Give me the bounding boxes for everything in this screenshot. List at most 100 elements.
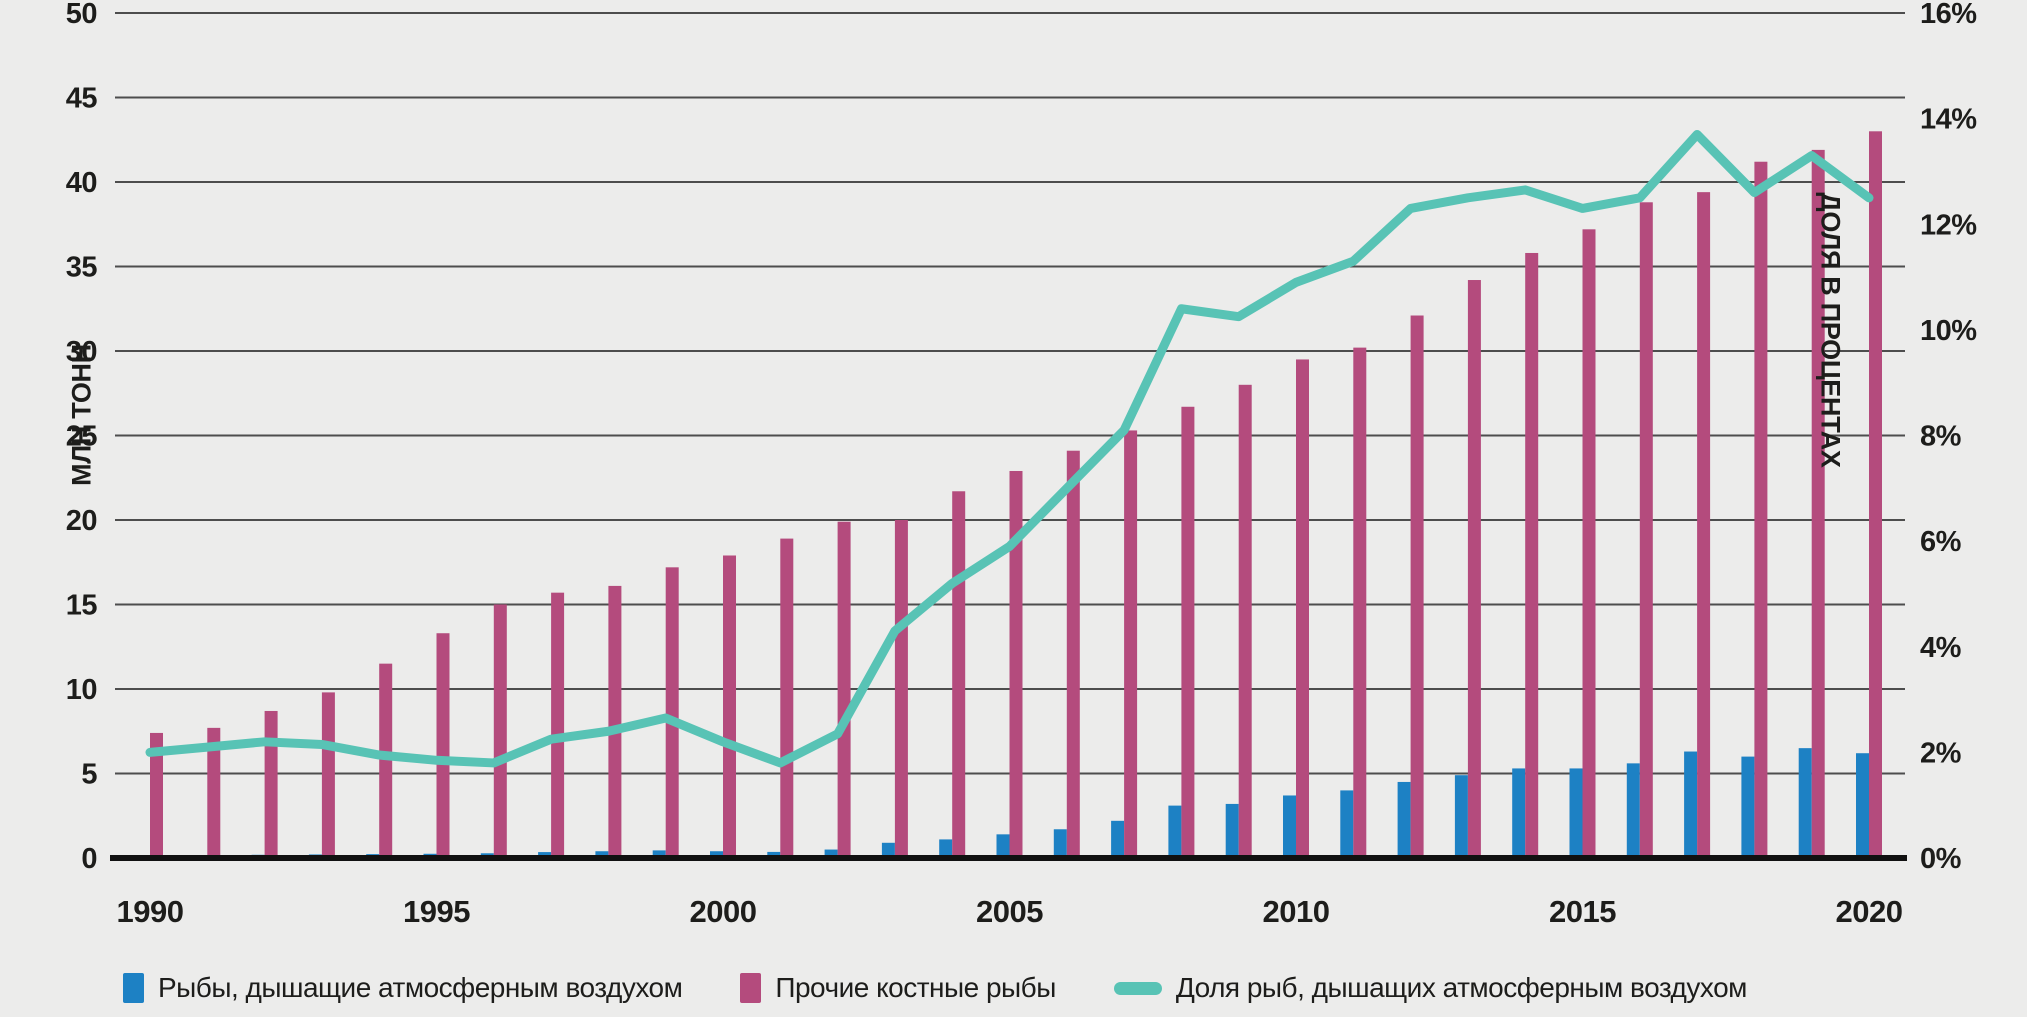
left-tick-label-30: 30 — [66, 336, 97, 368]
bar-other-bony-2018 — [1754, 161, 1768, 859]
right-axis-title: ДОЛЯ В ПРОЦЕНТАХ — [1815, 192, 1846, 468]
bar-other-bony-2008 — [1181, 406, 1195, 858]
bars — [137, 131, 1882, 859]
bar-air-breathing-2018 — [1741, 756, 1755, 858]
bar-air-breathing-2013 — [1454, 775, 1468, 858]
x-axis-baseline — [110, 855, 1907, 861]
bar-air-breathing-2002 — [824, 849, 838, 858]
left-tick-label-35: 35 — [66, 252, 98, 284]
bar-other-bony-2016 — [1639, 202, 1653, 858]
bar-air-breathing-2001 — [767, 851, 781, 858]
bar-other-bony-2012 — [1410, 315, 1424, 858]
bar-air-breathing-2004 — [939, 839, 953, 858]
right-axis-tick-labels: 0% 2% 4% 6% 8% 10% 12% 14% 16% — [1920, 0, 1978, 875]
bar-air-breathing-2009 — [1225, 803, 1239, 858]
bar-other-bony-1995 — [436, 633, 450, 858]
x-axis-year-labels: 1990 1995 2000 2005 2010 2015 2020 — [117, 894, 1903, 929]
bar-air-breathing-2006 — [1053, 829, 1067, 858]
year-label-2010: 2010 — [1263, 894, 1330, 929]
right-tick-label-16pct: 16% — [1920, 0, 1977, 30]
left-tick-label-40: 40 — [66, 167, 97, 199]
legend-item-air-breathing-fish: Рыбы, дышащие атмосферным воздухом — [123, 972, 683, 1004]
right-tick-label-8pct: 8% — [1920, 421, 1962, 453]
left-tick-label-0: 0 — [81, 843, 97, 875]
bar-air-breathing-2005 — [996, 834, 1010, 858]
bar-other-bony-1999 — [665, 567, 679, 858]
bar-other-bony-2004 — [952, 491, 966, 858]
legend-label-air-breathing-fish: Рыбы, дышащие атмосферным воздухом — [158, 972, 683, 1003]
right-tick-label-4pct: 4% — [1920, 632, 1962, 664]
bar-other-bony-2009 — [1238, 384, 1252, 858]
bar-other-bony-1996 — [493, 604, 507, 858]
bar-other-bony-2020 — [1869, 131, 1882, 859]
bar-other-bony-2003 — [894, 520, 908, 858]
bar-air-breathing-2008 — [1168, 805, 1182, 858]
bar-other-bony-1998 — [608, 585, 622, 858]
bar-air-breathing-2015 — [1569, 768, 1583, 858]
year-label-2020: 2020 — [1836, 894, 1903, 929]
share-line — [145, 129, 1874, 768]
bar-air-breathing-2019 — [1798, 748, 1812, 858]
left-axis-title: МЛН ТОНН — [66, 344, 97, 486]
right-tick-label-2pct: 2% — [1920, 737, 1962, 769]
bar-other-bony-2014 — [1525, 252, 1539, 859]
year-label-2015: 2015 — [1549, 894, 1616, 929]
bar-other-bony-1993 — [321, 692, 335, 858]
legend-label-other-bony-fish: Прочие костные рыбы — [775, 972, 1056, 1003]
bar-air-breathing-2012 — [1397, 781, 1411, 858]
right-tick-label-0pct: 0% — [1920, 843, 1962, 875]
bar-air-breathing-1999 — [652, 850, 666, 858]
right-tick-label-14pct: 14% — [1920, 104, 1977, 136]
left-tick-label-10: 10 — [66, 674, 97, 706]
legend: Рыбы, дышащие атмосферным воздухом Прочи… — [123, 972, 1747, 1004]
year-label-2000: 2000 — [690, 894, 757, 929]
bar-other-bony-2010 — [1296, 359, 1309, 858]
bar-other-bony-1990 — [150, 732, 163, 858]
bar-other-bony-2007 — [1124, 430, 1138, 858]
bar-air-breathing-2016 — [1626, 763, 1640, 858]
left-axis-tick-labels: 0 5 10 15 20 25 30 35 40 45 50 — [66, 0, 98, 875]
bar-air-breathing-2010 — [1283, 795, 1296, 858]
bar-air-breathing-2003 — [881, 842, 895, 858]
bar-air-breathing-2000 — [710, 851, 723, 858]
right-tick-label-10pct: 10% — [1920, 315, 1977, 347]
bar-other-bony-2015 — [1582, 229, 1596, 858]
air-breathing-fish-swatch-icon — [123, 973, 144, 1003]
legend-item-share-line: Доля рыб, дышащих атмосферным воздухом — [1113, 972, 1748, 1004]
bar-air-breathing-2014 — [1512, 768, 1526, 858]
bar-air-breathing-2017 — [1684, 751, 1698, 858]
bar-other-bony-1991 — [207, 727, 221, 858]
bar-other-bony-1997 — [551, 592, 565, 858]
year-label-1995: 1995 — [403, 894, 470, 929]
left-tick-label-5: 5 — [81, 759, 97, 791]
bar-air-breathing-2011 — [1340, 790, 1354, 858]
bar-other-bony-2002 — [837, 521, 851, 858]
legend-label-share-line: Доля рыб, дышащих атмосферным воздухом — [1175, 972, 1748, 1003]
year-label-2005: 2005 — [976, 894, 1043, 929]
left-tick-label-25: 25 — [66, 421, 98, 453]
bar-other-bony-1994 — [379, 663, 393, 858]
bar-other-bony-2000 — [723, 555, 736, 858]
other-bony-fish-swatch-icon — [740, 973, 762, 1003]
bar-air-breathing-1998 — [595, 851, 609, 858]
left-tick-label-45: 45 — [66, 83, 98, 115]
bar-other-bony-2005 — [1009, 470, 1023, 858]
left-tick-label-15: 15 — [66, 590, 98, 622]
year-label-1990: 1990 — [117, 894, 184, 929]
gridlines — [115, 12, 1905, 775]
bar-air-breathing-2007 — [1111, 820, 1125, 858]
bar-other-bony-2011 — [1353, 347, 1367, 858]
bar-other-bony-2019 — [1811, 149, 1825, 858]
left-tick-label-50: 50 — [66, 0, 97, 30]
right-tick-label-12pct: 12% — [1920, 209, 1977, 241]
bar-other-bony-2013 — [1467, 280, 1481, 858]
share-line-swatch-icon — [1113, 981, 1162, 995]
bar-other-bony-2006 — [1066, 450, 1080, 858]
bar-other-bony-2017 — [1697, 192, 1711, 858]
bar-other-bony-2001 — [780, 538, 794, 858]
right-tick-label-6pct: 6% — [1920, 526, 1962, 558]
left-tick-label-20: 20 — [66, 505, 97, 537]
bar-other-bony-1992 — [264, 710, 278, 858]
